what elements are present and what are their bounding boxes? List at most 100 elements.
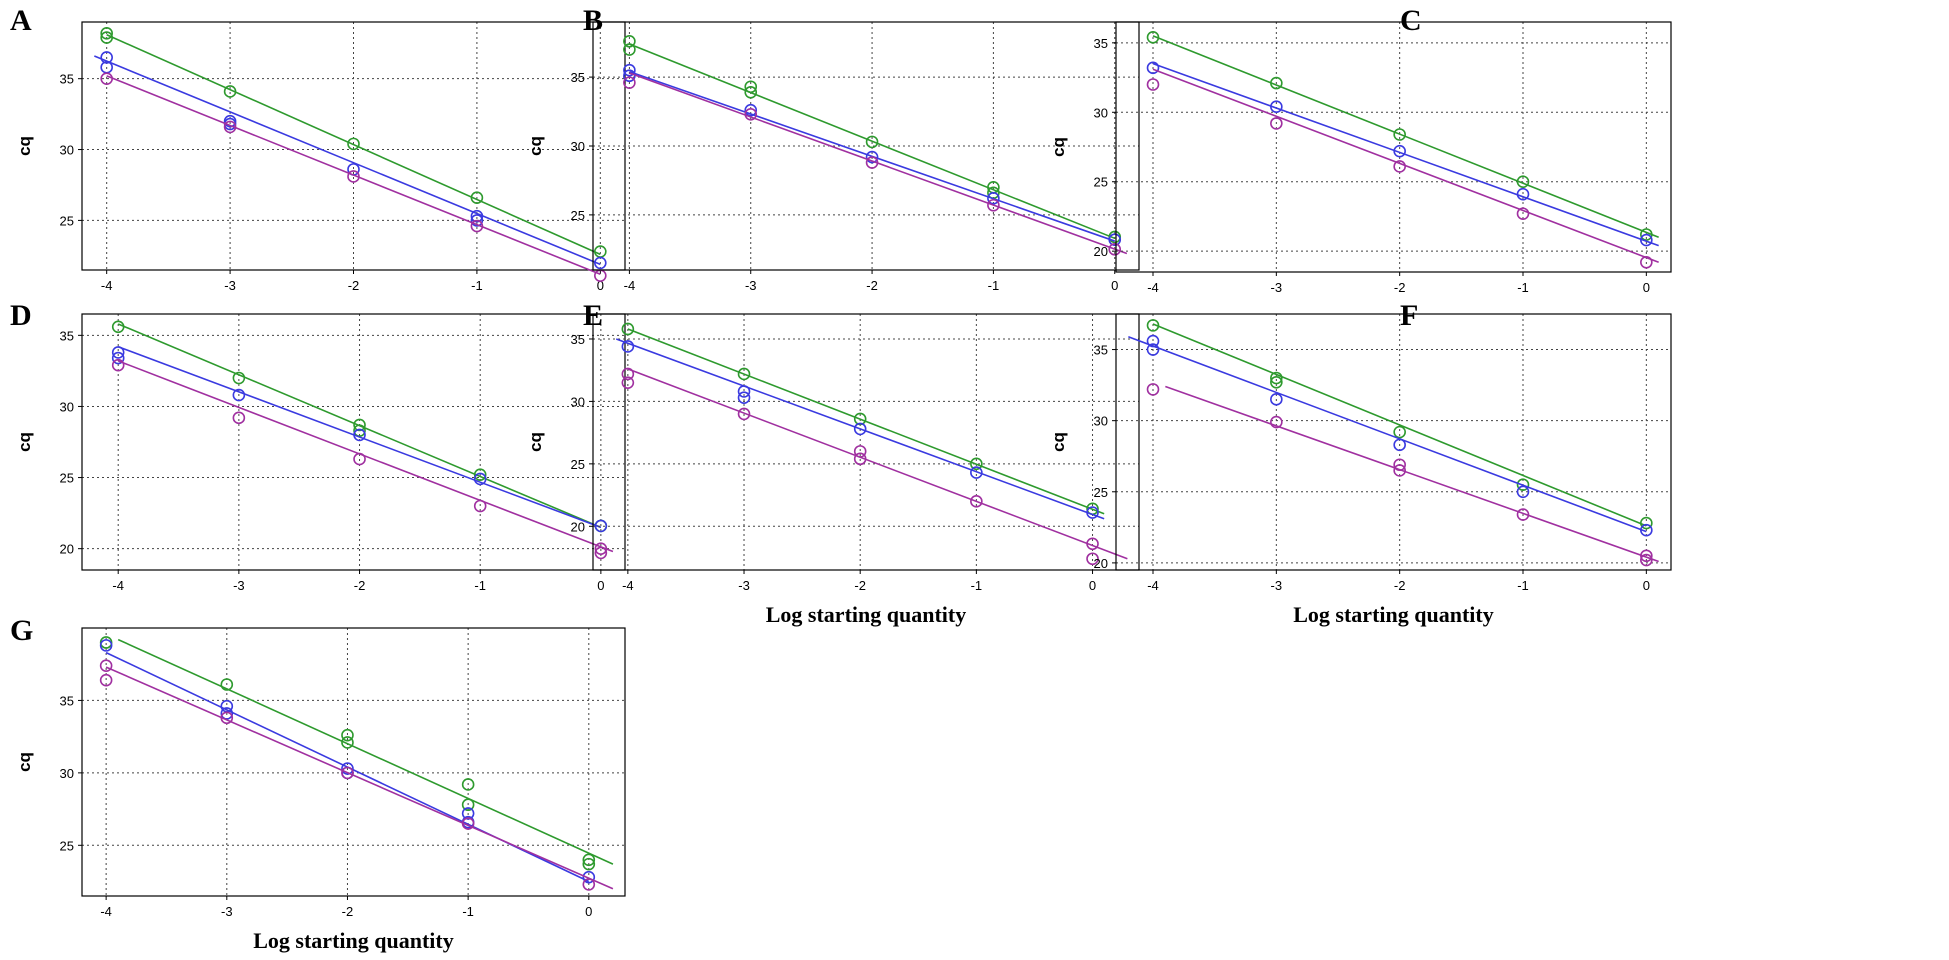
x-tick-label: -2: [866, 278, 878, 293]
data-point-green: [853, 412, 867, 426]
data-point-blue: [100, 51, 113, 64]
panel-letter: G: [10, 614, 33, 647]
x-tick-label: -1: [1517, 280, 1529, 295]
y-axis-label: cq: [15, 432, 34, 452]
x-tick-label: -3: [1271, 578, 1283, 593]
series-purple: [623, 72, 1128, 256]
data-point-blue: [594, 256, 607, 270]
data-point-green: [582, 857, 596, 871]
data-point-green: [623, 34, 636, 48]
data-point-purple: [1393, 464, 1406, 477]
x-tick-label: 0: [585, 904, 592, 919]
data-point-green: [623, 43, 636, 56]
data-point-blue: [1640, 523, 1653, 537]
series-purple: [621, 367, 1128, 566]
data-point-blue: [737, 391, 751, 404]
x-axis-label: Log starting quantity: [766, 602, 966, 627]
fit-line-purple: [627, 368, 1128, 560]
data-point-green: [111, 320, 125, 334]
series-blue: [615, 338, 1105, 520]
data-point-purple: [1640, 549, 1653, 563]
data-point-purple: [594, 546, 608, 560]
data-point-blue: [594, 519, 608, 533]
data-point-purple: [100, 72, 113, 85]
data-point-green: [621, 322, 635, 336]
fit-line-purple: [106, 75, 601, 275]
series-green: [1146, 30, 1659, 241]
data-point-purple: [1393, 458, 1406, 472]
data-point-blue: [1146, 343, 1160, 356]
fit-line-blue: [615, 338, 1105, 520]
data-point-green: [232, 371, 246, 385]
data-point-green: [1270, 371, 1283, 385]
data-point-blue: [461, 807, 475, 820]
fit-line-green: [1152, 323, 1647, 527]
data-point-blue: [470, 214, 484, 227]
fit-line-blue: [117, 345, 602, 529]
y-tick-label: 30: [60, 143, 74, 158]
fit-line-green: [1152, 35, 1659, 239]
x-tick-label: -1: [1517, 578, 1529, 593]
series-purple: [99, 659, 614, 891]
plot-frame: [1115, 21, 1672, 273]
series-purple: [111, 358, 614, 560]
x-tick-label: -4: [624, 278, 636, 293]
series-purple: [100, 72, 607, 282]
data-point-purple: [1108, 243, 1122, 256]
data-point-blue: [1108, 233, 1122, 246]
x-tick-label: -2: [342, 904, 354, 919]
data-point-purple: [232, 411, 246, 425]
data-point-green: [461, 778, 475, 791]
panel-g: G -4 -3 -2 -1 0 25 30 35 cq Log starting quantity: [10, 614, 626, 953]
data-point-blue: [111, 346, 125, 359]
data-point-green: [1393, 128, 1406, 141]
data-point-blue: [865, 150, 879, 164]
data-point-blue: [1086, 506, 1099, 519]
x-tick-label: -2: [348, 278, 360, 293]
data-point-green: [737, 367, 751, 381]
data-point-green: [341, 728, 354, 742]
data-point-purple: [1640, 255, 1653, 269]
data-point-green: [1270, 375, 1283, 389]
data-point-green: [1516, 175, 1530, 189]
data-point-blue: [1270, 393, 1283, 406]
series-green: [99, 636, 614, 871]
data-point-blue: [1270, 100, 1283, 114]
series-green: [623, 34, 1122, 244]
plot-frame: [592, 313, 1140, 571]
data-point-blue: [582, 870, 596, 884]
y-tick-label: 30: [571, 139, 585, 154]
data-point-green: [223, 85, 237, 98]
fit-line-green: [629, 43, 1116, 240]
panel-letter: D: [10, 299, 32, 332]
series-blue: [94, 51, 607, 270]
y-tick-label: 20: [1094, 556, 1108, 571]
data-point-blue: [1146, 334, 1160, 348]
fit-line-purple: [1165, 385, 1659, 563]
x-tick-label: -2: [1394, 280, 1406, 295]
x-tick-label: -1: [988, 278, 1000, 293]
y-axis-label: cq: [526, 432, 545, 452]
data-point-blue: [1640, 233, 1653, 247]
y-tick-label: 25: [571, 208, 585, 223]
data-point-blue: [623, 63, 636, 77]
data-point-blue: [853, 422, 867, 436]
fit-line-green: [117, 638, 614, 865]
data-point-green: [353, 424, 366, 437]
series-green: [1146, 319, 1653, 530]
data-point-green: [744, 80, 758, 94]
data-point-purple: [744, 108, 758, 121]
data-point-purple: [1640, 553, 1653, 567]
y-tick-label: 30: [60, 766, 74, 781]
data-point-green: [347, 137, 360, 151]
y-tick-label: 30: [571, 394, 585, 409]
data-point-green: [461, 798, 475, 812]
x-tick-label: -3: [1271, 280, 1283, 295]
x-tick-label: -4: [1147, 280, 1159, 295]
data-point-green: [1270, 76, 1283, 90]
x-tick-label: -2: [1394, 578, 1406, 593]
data-point-green: [970, 457, 983, 471]
data-point-purple: [582, 878, 596, 891]
data-point-green: [744, 85, 758, 99]
data-point-blue: [737, 385, 751, 398]
